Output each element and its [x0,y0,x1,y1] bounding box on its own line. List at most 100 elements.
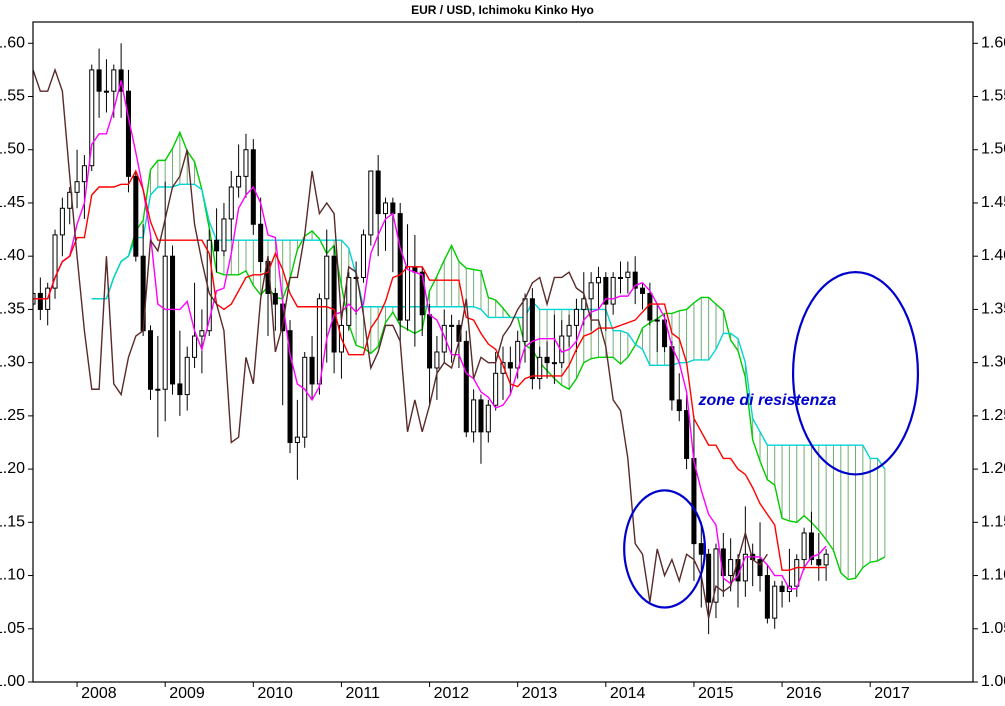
x-tick-label: 2012 [434,685,470,702]
candle [699,544,703,555]
candle [398,214,402,320]
y-tick-label: 1.35 [0,300,25,317]
y-tick-label: 1.60 [0,34,25,51]
candle [82,166,86,182]
candle [215,240,219,251]
candle [773,586,777,618]
x-tick-label: 2009 [169,685,205,702]
candle [817,560,821,565]
candle [134,176,138,256]
x-tick-label: 2014 [610,685,646,702]
candle [185,357,189,394]
x-tick-label: 2015 [698,685,734,702]
candle [707,554,711,602]
candle [273,293,277,304]
candle [677,400,681,411]
candle [494,373,498,405]
y-tick-label: 1.15 [0,513,25,530]
candle [200,331,204,336]
candle [574,309,578,325]
chart-container: EUR / USD, Ichimoku Kinko Hyo 1.00 1.00 1.0… [0,0,1005,706]
candle [376,171,380,214]
candle [648,293,652,320]
candle [369,171,373,235]
candle [317,299,321,384]
candle [780,586,784,591]
candle [428,315,432,368]
candle [692,458,696,543]
candle [479,400,483,432]
candle [163,256,167,389]
candle [361,235,365,278]
candle [383,203,387,214]
candle [332,256,336,352]
annotation-text: zone di resistenza [697,392,836,409]
y-tick-label: 1.60 [981,34,1005,51]
y-tick-label: 1.20 [0,460,25,477]
candle [178,384,182,395]
candle [567,325,571,336]
candle [193,336,197,357]
y-tick-label: 1.50 [981,141,1005,158]
candle [530,299,534,379]
candle [222,219,226,251]
y-tick-label: 1.50 [0,141,25,158]
candle [618,277,622,278]
candle [310,357,314,384]
candle [729,560,733,576]
candle [809,533,813,560]
y-tick-label: 1.00 [0,673,25,690]
candle [464,341,468,431]
x-tick-label: 2017 [874,685,910,702]
x-tick-label: 2011 [345,685,380,702]
candle [655,320,659,321]
candle [112,70,116,91]
candle [685,411,689,459]
y-tick-label: 1.55 [0,88,25,105]
x-tick-label: 2016 [786,685,822,702]
ichimoku-chart: EUR / USD, Ichimoku Kinko Hyo 1.00 1.00 1.0… [0,0,1005,706]
candle [552,363,556,364]
candle [156,389,160,390]
y-tick-label: 1.05 [0,620,25,637]
candle [472,400,476,432]
candle [765,576,769,619]
candle [670,347,674,400]
candle [545,357,549,362]
candle [589,283,593,299]
y-tick-label: 1.15 [981,513,1005,530]
chart-title: EUR / USD, Ichimoku Kinko Hyo [411,3,594,17]
candle [104,91,108,92]
candle [97,70,101,91]
candle [325,256,329,299]
candle [60,208,64,235]
y-tick-label: 1.10 [981,567,1005,584]
candle [802,533,806,560]
candle [824,554,828,565]
y-tick-label: 1.35 [981,300,1005,317]
y-tick-label: 1.05 [981,620,1005,637]
y-tick-label: 1.00 [981,673,1005,690]
candle [523,299,527,342]
y-tick-label: 1.40 [981,247,1005,264]
candle [38,293,42,309]
y-tick-label: 1.20 [981,460,1005,477]
candle [75,182,79,193]
y-tick-label: 1.55 [981,88,1005,105]
candle [303,357,307,437]
candle [435,352,439,368]
candle [450,325,454,326]
candle [406,267,410,320]
y-tick-label: 1.30 [0,354,25,371]
candle [259,224,263,261]
candle [244,150,248,177]
y-tick-label: 1.45 [0,194,25,211]
y-tick-label: 1.45 [981,194,1005,211]
x-tick-label: 2013 [522,685,558,702]
candle [347,277,351,325]
candle [237,176,241,187]
y-tick-label: 1.25 [0,407,25,424]
candle [171,256,175,384]
candle [596,277,600,282]
candle [126,91,130,176]
